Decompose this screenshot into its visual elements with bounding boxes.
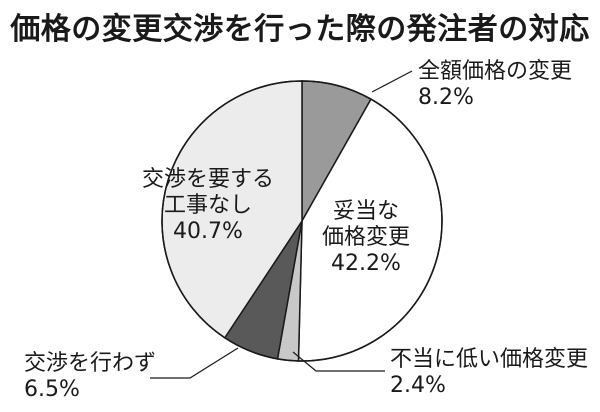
- leader-line-0: [371, 70, 413, 93]
- slice-label-0-line-0: 全額価格の変更: [418, 59, 572, 84]
- slice-label-3-line-0: 交渉を行わず: [24, 351, 156, 376]
- slice-value-0: 8.2%: [418, 85, 474, 110]
- slice-label-4-line-0: 交渉を要する: [142, 167, 274, 192]
- slice-label-4-line-1: 工事なし: [164, 193, 252, 218]
- slice-value-2: 2.4%: [390, 373, 446, 398]
- slice-value-3: 6.5%: [24, 377, 80, 402]
- slice-label-2-line-0: 不当に低い価格変更: [390, 347, 588, 372]
- slice-value-1: 42.2%: [331, 251, 401, 276]
- slice-value-4: 40.7%: [173, 219, 243, 244]
- pie-outline: [161, 80, 443, 362]
- slice-label-1-line-1: 価格変更: [322, 225, 410, 250]
- chart-title: 価格の変更交渉を行った際の発注者の対応: [10, 12, 590, 47]
- leader-line-3: [150, 347, 239, 379]
- leader-line-2: [292, 351, 385, 372]
- slice-label-1-line-0: 妥当な: [333, 199, 399, 224]
